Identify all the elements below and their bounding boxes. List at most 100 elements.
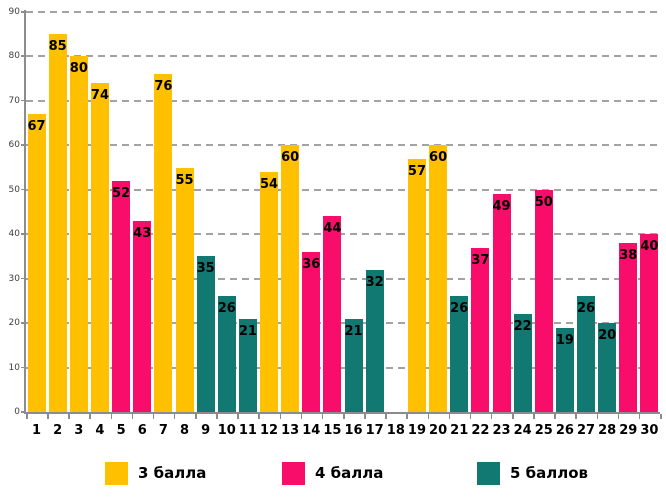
bar-5: 52 (112, 180, 130, 412)
bar-value-label: 52 (112, 185, 131, 201)
y-axis-tick-label: 30 (8, 273, 20, 284)
x-axis-category-label: 7 (158, 423, 168, 438)
x-axis-tick-mark (533, 414, 535, 419)
y-axis-tick-label: 20 (8, 318, 20, 329)
y-axis-tick-label: 90 (8, 7, 20, 17)
x-axis-tick-mark (258, 414, 260, 419)
bar-12: 54 (260, 172, 278, 412)
gridline-y-40 (26, 233, 660, 236)
legend-item-4-balla: 4 балла (282, 461, 383, 485)
bar-value-label: 50 (534, 194, 553, 210)
bar-14: 36 (302, 252, 320, 412)
x-axis-tick-mark (448, 414, 451, 419)
x-axis-category-label: 28 (598, 423, 617, 438)
bar-value-label: 21 (238, 323, 257, 339)
bar-28: 20 (598, 323, 616, 412)
bar-value-label: 19 (555, 332, 574, 348)
x-axis-tick-mark (173, 414, 176, 419)
x-axis-category-label: 21 (450, 423, 469, 438)
bar-value-label: 55 (175, 172, 194, 188)
y-axis-tick-mark (21, 144, 26, 146)
x-axis-category-label: 11 (238, 423, 257, 438)
x-axis-category-label: 3 (74, 423, 84, 438)
bar-value-label: 44 (323, 221, 342, 237)
x-axis-tick-mark (469, 414, 472, 419)
x-axis-tick-mark (47, 414, 49, 419)
x-axis-category-label: 4 (95, 423, 105, 438)
bar-value-label: 26 (450, 301, 469, 317)
x-axis-tick-mark (490, 414, 493, 419)
y-axis-tick-mark (21, 188, 26, 191)
gridline-y-10 (26, 366, 660, 369)
x-axis-category-label: 20 (429, 423, 448, 438)
x-axis-category-label: 25 (534, 423, 553, 438)
x-axis-tick-mark (427, 414, 430, 419)
gridline-y-50 (26, 188, 660, 191)
y-axis-tick-label: 0 (14, 407, 20, 417)
bar-29: 38 (619, 243, 637, 412)
x-axis-category-label: 27 (576, 423, 596, 438)
x-axis-category-label: 12 (259, 423, 279, 438)
x-axis-tick-mark (131, 414, 134, 419)
x-axis-tick-mark (638, 414, 641, 419)
y-axis-tick-mark (21, 322, 26, 324)
bar-27: 26 (577, 296, 595, 412)
y-axis-tick-label: 70 (8, 95, 20, 106)
x-axis-tick-mark (385, 414, 387, 419)
x-axis-tick-mark (617, 414, 620, 419)
x-axis-tick-mark (575, 414, 577, 419)
x-axis-tick-mark (216, 414, 218, 419)
x-axis-category-label: 22 (471, 423, 490, 438)
x-axis-category-label: 1 (32, 423, 42, 438)
gridline-y-80 (26, 55, 660, 58)
x-axis-tick-mark (68, 414, 70, 419)
legend: 3 балла 4 балла 5 баллов (0, 461, 666, 491)
bar-value-label: 67 (27, 119, 46, 135)
gridline-y-30 (26, 277, 660, 280)
legend-swatch-3-balla (105, 461, 128, 485)
x-axis-category-label: 14 (302, 423, 321, 438)
bar-22: 37 (471, 247, 489, 412)
legend-label-5-ballov: 5 баллов (510, 464, 589, 482)
bar-26: 19 (556, 327, 574, 412)
bar-value-label: 40 (640, 239, 659, 255)
bar-value-label: 26 (217, 301, 236, 317)
bar-value-label: 20 (598, 328, 617, 344)
y-axis-tick-label: 80 (8, 51, 20, 62)
x-axis-tick-mark (300, 414, 303, 419)
bar-25: 50 (535, 189, 553, 412)
bar-value-label: 35 (196, 261, 215, 277)
x-axis-category-label: 18 (386, 423, 405, 438)
legend-label-4-balla: 4 балла (315, 464, 384, 482)
x-axis-tick-mark (152, 414, 155, 419)
bar-value-label: 36 (302, 257, 321, 272)
x-axis-category-label: 17 (365, 423, 384, 438)
y-axis-tick-label: 40 (8, 229, 20, 240)
bar-value-label: 22 (513, 319, 532, 335)
gridline-y-90 (26, 11, 660, 13)
x-axis-category-label: 30 (640, 423, 659, 438)
x-axis-category-label: 23 (492, 423, 511, 438)
legend-label-3-balla: 3 балла (138, 464, 207, 482)
bar-8: 55 (175, 167, 194, 412)
x-axis-category-label: 19 (407, 423, 426, 438)
bar-4: 74 (91, 83, 109, 412)
x-axis-tick-mark (406, 414, 408, 419)
x-axis-line (24, 412, 660, 414)
x-axis-tick-mark (512, 414, 514, 419)
bar-value-label: 49 (492, 199, 511, 215)
bar-23: 49 (492, 194, 511, 412)
bar-value-label: 38 (619, 248, 638, 264)
y-axis-tick-mark (21, 233, 26, 235)
y-axis-tick-mark (21, 55, 26, 57)
x-axis-tick-mark (110, 414, 113, 419)
x-axis-tick-mark (26, 414, 28, 419)
bar-value-label: 60 (429, 150, 448, 166)
bar-19: 57 (408, 158, 426, 412)
x-axis-category-label: 16 (344, 423, 363, 438)
x-axis-tick-mark (554, 414, 556, 419)
bar-value-label: 85 (48, 39, 67, 55)
y-axis-tick-mark (21, 277, 26, 280)
bar-6: 43 (133, 220, 151, 412)
